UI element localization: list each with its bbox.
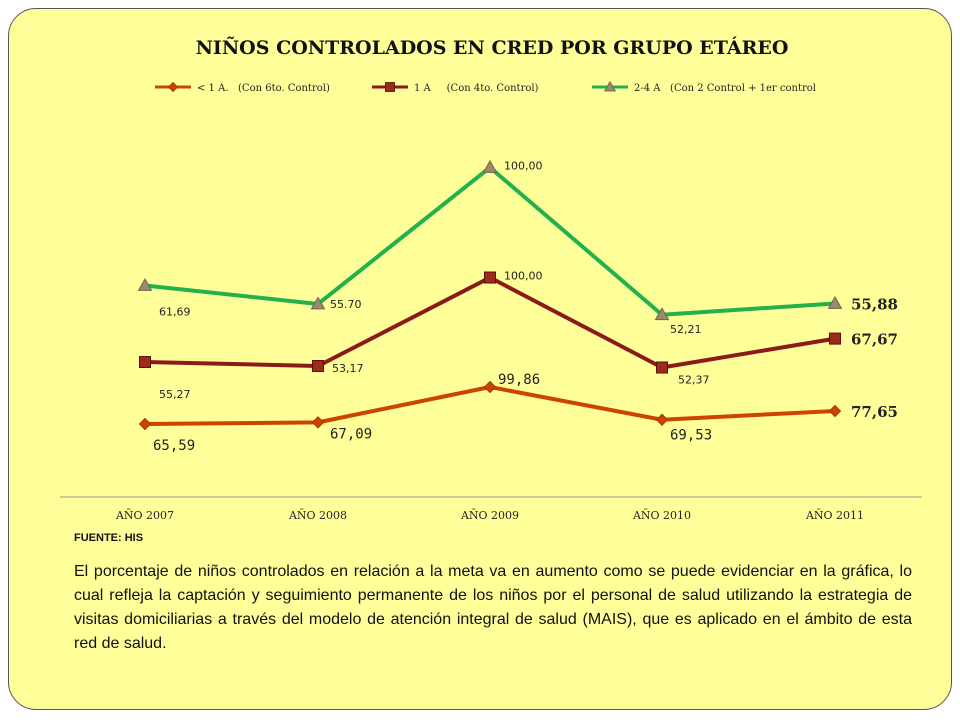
data-point xyxy=(138,417,152,431)
legend-marker xyxy=(167,81,179,93)
data-point xyxy=(827,295,843,309)
line-chart: AÑO 2007 AÑO 2008 AÑO 2009 AÑO 2010 AÑO 2011… xyxy=(60,80,922,522)
x-tick-label: AÑO 2009 xyxy=(460,508,519,522)
series-line xyxy=(144,275,836,370)
data-label: 77,65 xyxy=(851,403,898,421)
data-label: 61,69 xyxy=(159,306,191,319)
x-tick-label: AÑO 2010 xyxy=(632,508,691,522)
data-point xyxy=(310,296,326,310)
legend-marker xyxy=(603,80,617,92)
data-label: 67,67 xyxy=(851,331,898,349)
x-tick-label: AÑO 2008 xyxy=(288,508,347,522)
data-point xyxy=(828,404,842,418)
x-tick-label: AÑO 2011 xyxy=(805,508,864,522)
data-label: 100,00 xyxy=(504,270,543,283)
description-paragraph: El porcentaje de niños controlados en re… xyxy=(74,563,912,652)
data-label: 52,21 xyxy=(670,323,702,336)
data-label: 55,27 xyxy=(159,388,191,401)
source-label: FUENTE: HIS xyxy=(74,532,144,544)
legend-label: 2-4 A (Con 2 Control + 1er control xyxy=(634,83,816,94)
data-point xyxy=(312,360,324,372)
chart-title: NIÑOS CONTROLADOS EN CRED POR GRUPO ETÁR… xyxy=(195,37,789,59)
legend-label: < 1 A. (Con 6to. Control) xyxy=(197,83,330,94)
legend-label: 1 A (Con 4to. Control) xyxy=(414,83,539,94)
data-point xyxy=(139,356,151,369)
data-label: 69,53 xyxy=(670,428,712,444)
data-point xyxy=(484,271,496,284)
data-point xyxy=(311,416,325,429)
data-point xyxy=(655,413,669,426)
data-point xyxy=(482,159,498,173)
data-point xyxy=(829,332,841,345)
data-point xyxy=(137,278,153,291)
data-label: 53,17 xyxy=(332,362,364,375)
legend-marker xyxy=(385,82,395,92)
data-label: 65,59 xyxy=(153,438,195,454)
data-point xyxy=(654,307,670,321)
slide-panel xyxy=(8,8,952,710)
data-label: 52,37 xyxy=(678,374,710,387)
data-label: 100,00 xyxy=(504,159,543,172)
data-label: 67,09 xyxy=(330,426,372,442)
data-point xyxy=(656,361,668,374)
data-label: 55.70 xyxy=(330,298,362,311)
data-point xyxy=(483,380,497,394)
data-label: 99,86 xyxy=(498,372,540,388)
series-line xyxy=(144,165,836,317)
data-label: 55,88 xyxy=(851,295,898,313)
x-tick-label: AÑO 2007 xyxy=(115,508,174,522)
